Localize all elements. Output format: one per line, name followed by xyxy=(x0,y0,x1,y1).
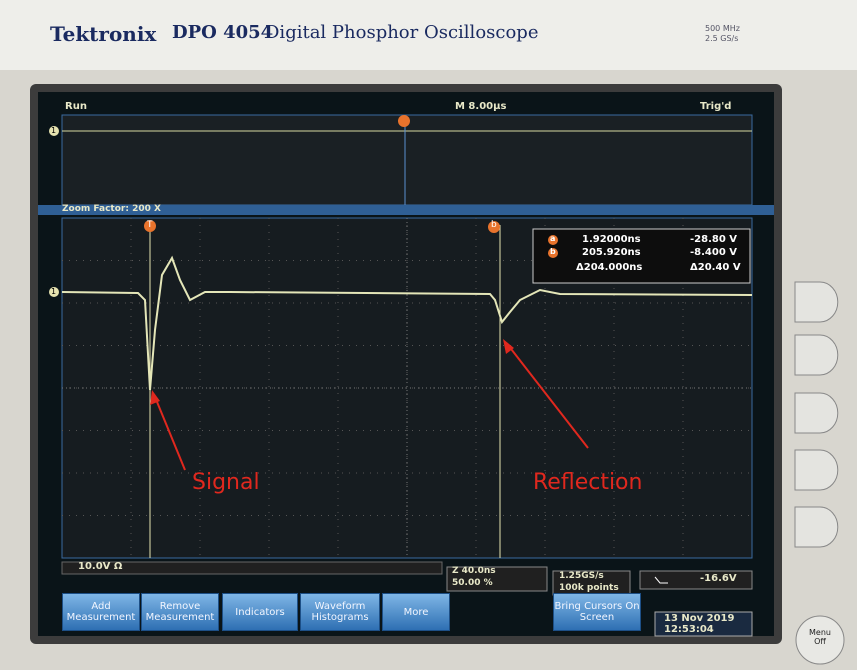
menu-button[interactable]: More xyxy=(382,593,450,631)
cursor-b-label: b xyxy=(491,220,497,230)
ch1-label: 1 xyxy=(51,287,56,296)
trigger-status: Trig'd xyxy=(700,101,731,112)
zoom-scale: Z 40.0ns xyxy=(452,566,496,576)
menu-button[interactable]: Indicators xyxy=(222,593,298,631)
menu-off-label: Menu Off xyxy=(805,628,835,646)
side-button[interactable] xyxy=(795,282,838,322)
timebase: M 8.00µs xyxy=(455,101,506,112)
record-length: 100k points xyxy=(559,583,619,593)
model: DPO 4054 xyxy=(172,22,273,43)
readout-delta-time: Δ204.000ns xyxy=(576,262,642,273)
signal-annotation: Signal xyxy=(192,470,260,495)
readout-b-volts: -8.400 V xyxy=(690,247,737,258)
channel-scale: 10.0V Ω xyxy=(78,561,122,572)
side-button[interactable] xyxy=(795,335,838,375)
bandwidth: 500 MHz xyxy=(705,24,740,33)
overview-pane xyxy=(62,115,752,205)
menu-button[interactable]: Remove Measurement xyxy=(141,593,219,631)
side-button[interactable] xyxy=(795,450,838,490)
run-status: Run xyxy=(65,101,87,112)
readout-b-time: 205.920ns xyxy=(582,247,641,258)
reflection-annotation: Reflection xyxy=(533,470,642,495)
time: 12:53:04 xyxy=(664,624,714,635)
readout-a-time: 1.92000ns xyxy=(582,234,641,245)
side-button[interactable] xyxy=(795,507,838,547)
readout-b-label: b xyxy=(550,247,556,256)
zoom-factor: Zoom Factor: 200 X xyxy=(62,204,161,214)
readout-a-label: a xyxy=(550,234,555,243)
brand: Tektronix xyxy=(50,22,156,46)
description: Digital Phosphor Oscilloscope xyxy=(265,22,538,43)
ch1-label-overview: 1 xyxy=(51,126,56,135)
side-button[interactable] xyxy=(795,393,838,433)
overview-marker xyxy=(398,115,410,127)
menu-button[interactable]: Waveform Histograms xyxy=(300,593,380,631)
acq-rate: 1.25GS/s xyxy=(559,571,604,581)
readout-delta-volts: Δ20.40 V xyxy=(690,262,741,273)
readout-a-volts: -28.80 V xyxy=(690,234,737,245)
oscilloscope: Tektronix DPO 4054 Digital Phosphor Osci… xyxy=(0,0,857,670)
trigger-level: -16.6V xyxy=(700,573,737,584)
sample-rate-spec: 2.5 GS/s xyxy=(705,34,738,43)
menu-button[interactable]: Bring Cursors On Screen xyxy=(553,593,641,631)
side-buttons xyxy=(795,282,838,547)
date: 13 Nov 2019 xyxy=(664,613,734,624)
menu-button[interactable]: Add Measurement xyxy=(62,593,140,631)
trigger-label: T xyxy=(147,220,153,230)
zoom-position: 50.00 % xyxy=(452,578,493,588)
